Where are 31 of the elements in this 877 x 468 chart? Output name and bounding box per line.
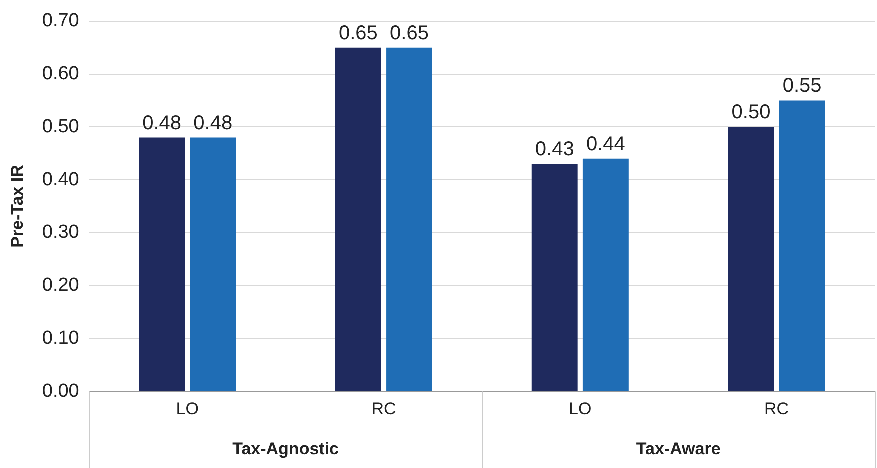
y-tick-label: 0.20 bbox=[42, 275, 80, 296]
bar bbox=[532, 164, 578, 392]
data-label: 0.48 bbox=[194, 112, 233, 134]
data-label: 0.65 bbox=[390, 22, 429, 44]
text: Tax-Aware bbox=[636, 440, 721, 459]
y-tick-label: 0.10 bbox=[42, 328, 80, 349]
data-label: 0.55 bbox=[782, 75, 822, 98]
x-tick-label: LO bbox=[569, 399, 592, 418]
bar bbox=[335, 48, 382, 392]
data-label: 0.65 bbox=[338, 22, 378, 44]
data-label: 0.43 bbox=[535, 138, 574, 161]
y-tick-label: 0.30 bbox=[42, 222, 80, 244]
y-tick-label: 0.60 bbox=[42, 64, 80, 85]
bar bbox=[582, 158, 629, 392]
bar bbox=[386, 48, 432, 392]
bar bbox=[728, 127, 774, 392]
y-tick-label: 0.50 bbox=[42, 116, 80, 138]
bar bbox=[139, 138, 186, 392]
y-tick-label: 0.40 bbox=[42, 169, 80, 190]
x-tick-label: LO bbox=[176, 399, 199, 418]
x-tick-label: RC bbox=[764, 399, 790, 418]
y-tick-label: 0.70 bbox=[42, 10, 80, 32]
y-tick-label: 0.00 bbox=[42, 380, 80, 402]
bar bbox=[190, 138, 236, 392]
data-label: 0.50 bbox=[732, 102, 771, 124]
data-label: 0.44 bbox=[586, 133, 626, 156]
text: Tax-Agnostic bbox=[232, 440, 339, 459]
y-axis-title: Pre-Tax IR bbox=[8, 165, 27, 248]
data-label: 0.48 bbox=[142, 112, 182, 134]
bar bbox=[779, 100, 826, 392]
x-tick-label: RC bbox=[372, 399, 396, 418]
